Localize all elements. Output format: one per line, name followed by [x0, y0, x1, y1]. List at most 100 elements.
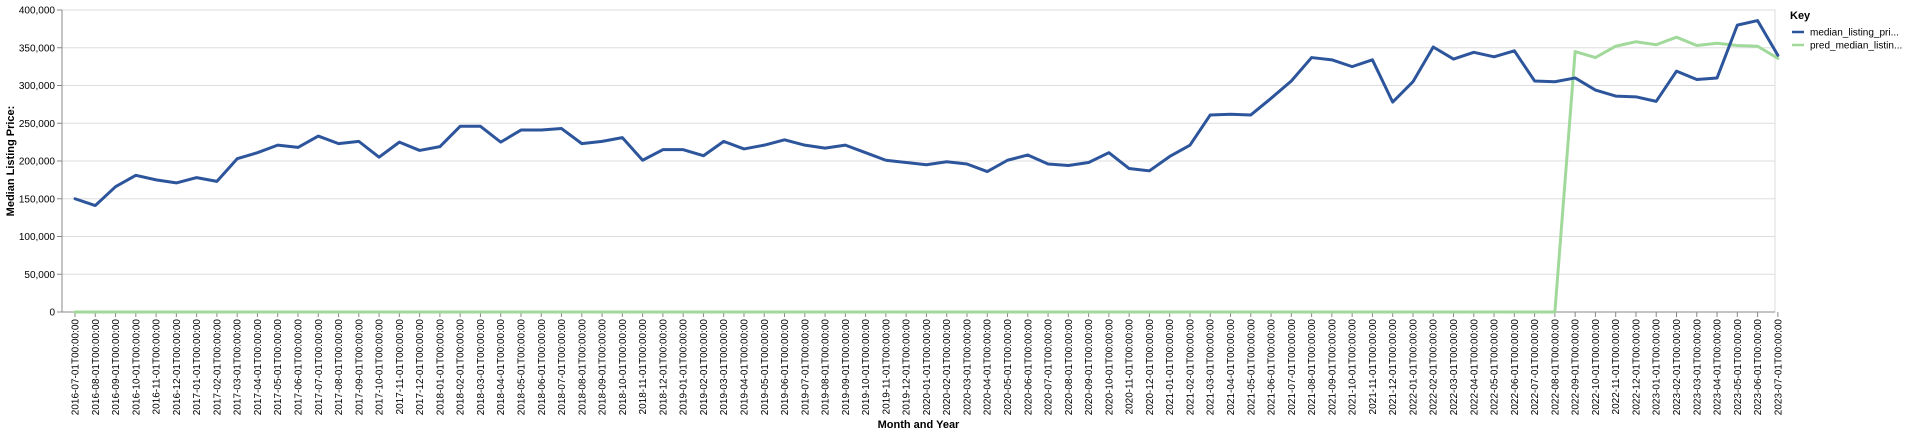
x-tick-label: 2018-08-01T00:00:00 [577, 319, 588, 416]
data-point [662, 148, 664, 150]
data-point [317, 311, 319, 313]
data-point [1250, 114, 1252, 116]
data-point [1168, 311, 1170, 313]
data-point [256, 151, 258, 153]
x-tick-label: 2016-07-01T00:00:00 [71, 319, 82, 416]
x-tick-label: 2016-12-01T00:00:00 [172, 319, 183, 416]
data-point [783, 139, 785, 141]
data-point [1655, 44, 1657, 46]
x-tick-label: 2019-08-01T00:00:00 [821, 319, 832, 416]
x-tick-label: 2016-10-01T00:00:00 [131, 319, 142, 416]
x-tick-label: 2017-09-01T00:00:00 [354, 319, 365, 416]
data-point [1574, 50, 1576, 52]
data-point [1087, 161, 1089, 163]
data-point [540, 311, 542, 313]
x-tick-label: 2022-06-01T00:00:00 [1510, 319, 1521, 416]
x-tick-label: 2018-06-01T00:00:00 [537, 319, 548, 416]
data-point [1675, 36, 1677, 38]
data-point [175, 182, 177, 184]
x-tick-label: 2022-11-01T00:00:00 [1611, 319, 1622, 415]
x-tick-label: 2021-12-01T00:00:00 [1388, 319, 1399, 416]
data-point [479, 125, 481, 127]
data-point [216, 311, 218, 313]
data-point [1533, 311, 1535, 313]
x-tick-label: 2018-07-01T00:00:00 [557, 319, 568, 416]
data-point [986, 311, 988, 313]
x-tick-label: 2019-06-01T00:00:00 [780, 319, 791, 416]
x-tick-label: 2017-01-01T00:00:00 [192, 319, 203, 416]
x-tick-label: 2023-06-01T00:00:00 [1753, 319, 1764, 416]
x-tick-label: 2020-03-01T00:00:00 [962, 319, 973, 416]
data-point [1777, 57, 1779, 59]
data-point [1432, 46, 1434, 48]
data-point [1432, 311, 1434, 313]
x-tick-label: 2021-11-01T00:00:00 [1368, 319, 1379, 415]
data-point [986, 170, 988, 172]
data-point [398, 141, 400, 143]
x-axis-title: Month and Year [878, 419, 960, 431]
data-point [1696, 44, 1698, 46]
data-point [175, 311, 177, 313]
data-point [601, 140, 603, 142]
data-point [155, 179, 157, 181]
y-tick-label: 400,000 [19, 6, 56, 17]
data-point [1513, 311, 1515, 313]
x-tick-label: 2019-05-01T00:00:00 [760, 319, 771, 416]
x-tick-label: 2020-04-01T00:00:00 [983, 319, 994, 416]
data-point [1027, 311, 1029, 313]
x-tick-label: 2017-02-01T00:00:00 [212, 319, 223, 416]
data-point [1493, 311, 1495, 313]
data-point [844, 311, 846, 313]
data-point [1371, 311, 1373, 313]
data-point [1696, 78, 1698, 80]
data-point [1452, 311, 1454, 313]
data-point [1574, 77, 1576, 79]
data-point [114, 185, 116, 187]
data-point [540, 129, 542, 131]
x-tick-label: 2022-07-01T00:00:00 [1530, 319, 1541, 416]
data-point [1047, 311, 1049, 313]
x-tick-label: 2019-02-01T00:00:00 [699, 319, 710, 416]
legend: Key median_listing_pri... pred_median_lis… [1790, 10, 1902, 52]
x-tick-label: 2017-05-01T00:00:00 [273, 319, 284, 416]
data-point [925, 164, 927, 166]
data-point [500, 141, 502, 143]
data-point [1736, 24, 1738, 26]
data-point [1250, 311, 1252, 313]
data-point [1391, 311, 1393, 313]
data-point [1594, 56, 1596, 58]
x-tick-label: 2021-06-01T00:00:00 [1267, 319, 1278, 416]
data-point [135, 174, 137, 176]
data-point [155, 311, 157, 313]
x-tick-label: 2018-04-01T00:00:00 [496, 319, 507, 416]
x-tick-label: 2021-09-01T00:00:00 [1327, 319, 1338, 416]
x-tick-label: 2017-11-01T00:00:00 [395, 319, 406, 415]
data-point [1412, 311, 1414, 313]
data-point [1473, 51, 1475, 53]
data-point [358, 140, 360, 142]
x-tick-label: 2020-01-01T00:00:00 [922, 319, 933, 416]
x-tick-label: 2023-04-01T00:00:00 [1713, 319, 1724, 416]
x-tick-label: 2017-03-01T00:00:00 [233, 319, 244, 416]
data-point [337, 311, 339, 313]
data-point [135, 311, 137, 313]
x-tick-label: 2020-11-01T00:00:00 [1125, 319, 1136, 415]
legend-title: Key [1790, 10, 1811, 22]
x-tick-label: 2023-01-01T00:00:00 [1652, 319, 1663, 416]
x-tick-label: 2022-01-01T00:00:00 [1408, 319, 1419, 416]
data-point [1777, 54, 1779, 56]
data-point [1229, 113, 1231, 115]
data-point [1229, 311, 1231, 313]
data-point [1310, 56, 1312, 58]
x-tick-label: 2020-05-01T00:00:00 [1003, 319, 1014, 416]
data-point [1594, 89, 1596, 91]
data-point [804, 144, 806, 146]
x-tick-label: 2018-11-01T00:00:00 [638, 319, 649, 415]
x-tick-label: 2019-04-01T00:00:00 [739, 319, 750, 416]
data-point [520, 129, 522, 131]
data-point [1635, 41, 1637, 43]
x-tick-label: 2022-08-01T00:00:00 [1550, 319, 1561, 416]
data-point [1148, 311, 1150, 313]
data-point [885, 159, 887, 161]
